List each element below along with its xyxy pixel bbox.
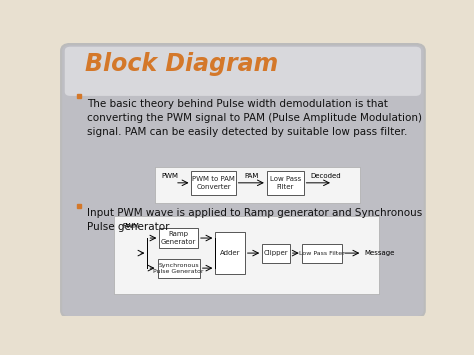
Text: signal. PAM can be easily detected by suitable low pass filter.: signal. PAM can be easily detected by su… bbox=[87, 127, 407, 137]
FancyBboxPatch shape bbox=[114, 216, 379, 294]
Bar bbox=[191, 170, 236, 195]
Text: Clipper: Clipper bbox=[264, 250, 288, 256]
Bar bbox=[262, 244, 290, 263]
Text: PWM to PAM
Converter: PWM to PAM Converter bbox=[192, 176, 235, 190]
FancyBboxPatch shape bbox=[155, 167, 360, 202]
Bar bbox=[301, 244, 342, 263]
Text: Ramp
Generator: Ramp Generator bbox=[161, 231, 196, 245]
Text: Adder: Adder bbox=[220, 250, 240, 256]
Bar bbox=[159, 229, 198, 248]
Text: Decoded: Decoded bbox=[310, 173, 341, 179]
Bar bbox=[157, 258, 200, 278]
Text: Message: Message bbox=[364, 250, 394, 256]
Text: PAM: PAM bbox=[244, 173, 258, 179]
Text: Low Pass
Filter: Low Pass Filter bbox=[270, 176, 301, 190]
Text: Input PWM wave is applied to Ramp generator and Synchronous: Input PWM wave is applied to Ramp genera… bbox=[87, 208, 422, 218]
FancyBboxPatch shape bbox=[65, 47, 421, 96]
Bar bbox=[267, 170, 303, 195]
Text: PWM: PWM bbox=[122, 223, 139, 229]
Text: PWM: PWM bbox=[161, 173, 178, 179]
Text: Synchronous
Pulse Generator: Synchronous Pulse Generator bbox=[154, 262, 204, 274]
Text: Pulse generator: Pulse generator bbox=[87, 222, 169, 232]
Text: Low Pass Filter: Low Pass Filter bbox=[299, 251, 345, 256]
FancyBboxPatch shape bbox=[61, 44, 425, 317]
Text: Block Diagram: Block Diagram bbox=[85, 52, 278, 76]
Bar bbox=[215, 232, 245, 274]
Text: The basic theory behind Pulse width demodulation is that: The basic theory behind Pulse width demo… bbox=[87, 99, 388, 109]
Text: converting the PWM signal to PAM (Pulse Amplitude Modulation): converting the PWM signal to PAM (Pulse … bbox=[87, 113, 422, 123]
